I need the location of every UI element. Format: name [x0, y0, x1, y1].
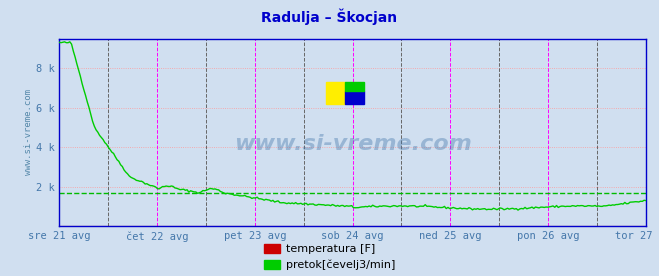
Text: Radulja – Škocjan: Radulja – Škocjan [262, 8, 397, 25]
Y-axis label: www.si-vreme.com: www.si-vreme.com [24, 89, 33, 176]
Text: www.si-vreme.com: www.si-vreme.com [234, 134, 471, 154]
Bar [326, 82, 345, 104]
Legend: temperatura [F], pretok[čevelj3/min]: temperatura [F], pretok[čevelj3/min] [264, 244, 395, 270]
Bar [345, 82, 364, 91]
Bar [345, 91, 364, 104]
